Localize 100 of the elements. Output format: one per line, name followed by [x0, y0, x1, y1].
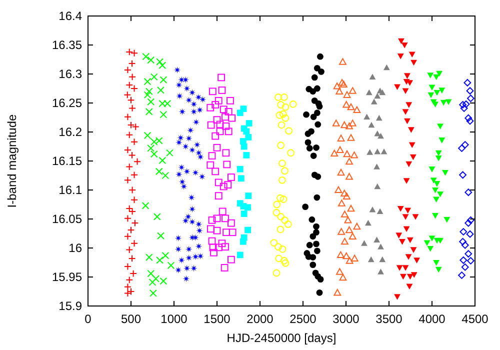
point	[374, 92, 381, 99]
point	[306, 242, 313, 248]
point	[404, 118, 410, 124]
point	[245, 192, 252, 199]
point	[440, 100, 447, 106]
point	[346, 158, 353, 165]
point	[460, 256, 468, 264]
x-tick-label: 2500	[290, 312, 317, 326]
point	[414, 258, 420, 264]
point	[160, 110, 168, 118]
point	[238, 175, 244, 182]
point	[174, 66, 181, 74]
point	[213, 116, 221, 124]
point	[378, 244, 384, 250]
point	[313, 144, 320, 151]
point	[287, 149, 294, 157]
point	[192, 253, 200, 260]
point	[364, 114, 370, 120]
x-tick-label: 4000	[418, 312, 446, 326]
point	[213, 144, 221, 152]
point	[223, 160, 231, 168]
y-tick-label: 16.4	[58, 9, 82, 23]
point	[374, 148, 381, 154]
point	[182, 76, 190, 84]
point	[174, 266, 182, 274]
point	[406, 80, 414, 86]
y-tick-label: 16	[68, 241, 82, 255]
point	[227, 219, 235, 227]
point	[142, 202, 150, 210]
point	[334, 288, 342, 296]
x-tick-label: 0	[84, 312, 92, 326]
point	[348, 120, 356, 126]
point	[178, 256, 186, 264]
point	[126, 163, 134, 170]
point	[467, 257, 474, 264]
point	[144, 132, 152, 140]
point	[404, 73, 410, 79]
point	[436, 70, 443, 77]
point	[314, 273, 322, 280]
point	[280, 94, 288, 101]
point	[313, 229, 320, 236]
y-tick-label: 15.95	[52, 270, 82, 284]
point	[208, 152, 216, 160]
point	[332, 120, 340, 126]
point	[153, 212, 161, 220]
y-axis-title: I-band magnitude	[5, 114, 19, 208]
point	[346, 257, 354, 264]
point	[126, 204, 134, 212]
point	[428, 92, 434, 98]
point	[276, 194, 284, 202]
point	[289, 100, 297, 108]
point	[240, 210, 248, 217]
point	[222, 243, 229, 251]
point	[206, 104, 214, 112]
point	[212, 132, 220, 140]
point	[186, 126, 194, 134]
point	[432, 212, 438, 219]
point	[196, 227, 203, 234]
point	[427, 72, 434, 78]
point	[430, 178, 437, 184]
point	[276, 226, 284, 234]
point	[240, 106, 247, 112]
point	[408, 127, 414, 133]
point	[218, 208, 226, 216]
point	[374, 236, 380, 242]
point	[147, 56, 155, 64]
point	[128, 73, 136, 81]
point	[313, 240, 320, 248]
point	[336, 268, 344, 275]
point	[398, 38, 404, 44]
point	[176, 92, 184, 100]
x-tick-label: 2000	[246, 312, 274, 326]
point	[369, 74, 376, 80]
point	[188, 218, 196, 226]
point	[435, 266, 442, 273]
point	[280, 196, 288, 203]
point	[281, 167, 288, 175]
point	[348, 232, 356, 240]
point	[310, 114, 317, 120]
point	[162, 252, 170, 260]
point	[214, 96, 222, 104]
point	[353, 106, 361, 114]
point	[368, 256, 374, 262]
point	[435, 156, 442, 162]
point	[180, 183, 188, 190]
point	[182, 217, 190, 224]
point	[308, 216, 316, 223]
point	[279, 110, 287, 118]
point	[314, 173, 322, 180]
point	[333, 82, 341, 90]
point	[199, 96, 206, 104]
point	[240, 238, 246, 245]
point	[348, 87, 356, 94]
point	[406, 274, 414, 280]
point	[236, 166, 244, 172]
y-tick-label: 15.9	[58, 299, 82, 313]
point	[464, 188, 472, 196]
point	[346, 172, 353, 180]
point	[244, 226, 251, 234]
point	[434, 238, 440, 244]
